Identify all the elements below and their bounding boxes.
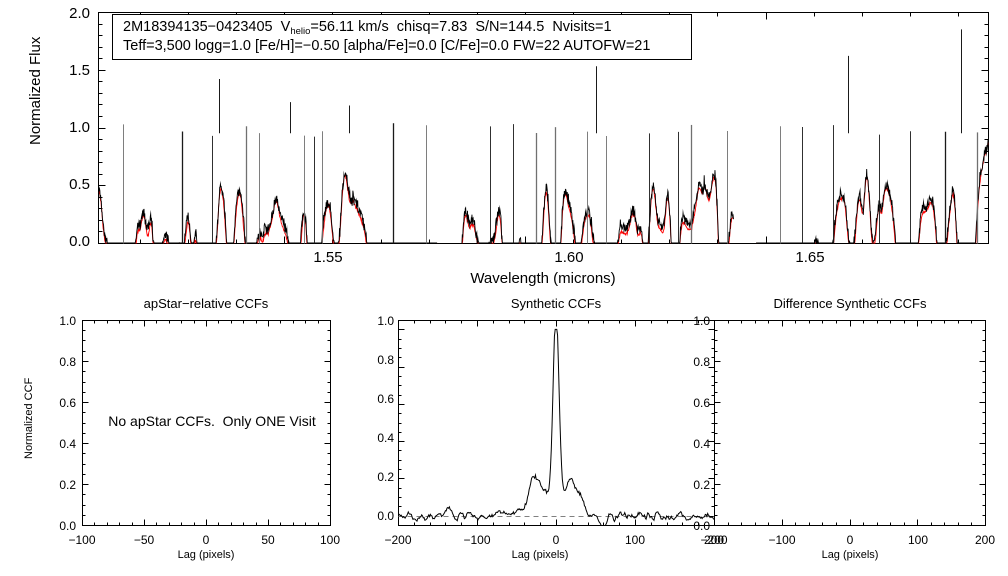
apstar-ccf-ytick-1_0: 1.0	[59, 314, 76, 328]
spectrum-xtick-1_55: 1.55	[313, 249, 343, 266]
synthetic-ccf-title: Synthetic CCFs	[510, 296, 602, 311]
synthetic-ccf-xlabel: Lag (pixels)	[511, 549, 569, 561]
apstar-ccf-empty-message: No apStar CCFs. Only ONE Visit	[108, 413, 316, 429]
spectrum-ytick-0_5: 0.5	[69, 176, 90, 193]
apstar-ccf-ytick-0_0: 0.0	[59, 519, 76, 533]
spectrum-ytick-1_5: 1.5	[69, 62, 90, 79]
difference-ccf-xlabel: Lag (pixels)	[821, 549, 879, 561]
difference-ccf-xtick-100: 100	[907, 533, 929, 547]
apstar-ccf-ytick-0_6: 0.6	[59, 396, 76, 410]
synthetic-ccf-xtick-n100: −100	[463, 533, 491, 547]
apstar-ccf-ytick-0_4: 0.4	[59, 437, 76, 451]
synthetic-ccf-ytick-0_6: 0.6	[377, 392, 394, 406]
apstar-ccf-xtick-100: 100	[319, 533, 341, 547]
synthetic-ccf-xtick-100: 100	[624, 533, 646, 547]
difference-ccf-ytick-0_8: 0.8	[693, 355, 710, 369]
difference-ccf-ytick-1_0: 1.0	[693, 314, 710, 328]
synthetic-ccf-xtick-200: 200	[703, 533, 725, 547]
synthetic-ccf-xtick-0: 0	[552, 533, 560, 547]
spectrum-ytick-2: 2.0	[69, 5, 90, 22]
spectrum-xtick-1_60: 1.60	[554, 249, 584, 266]
apstar-ccf-xtick-n100: −100	[68, 533, 96, 547]
spectrum-ytick-1: 1.0	[69, 119, 90, 136]
apstar-ccf-xtick-50: 50	[261, 533, 275, 547]
apstar-ccf-xlabel: Lag (pixels)	[177, 549, 235, 561]
difference-ccf-title: Difference Synthetic CCFs	[773, 296, 927, 311]
synthetic-ccf-ytick-0_2: 0.2	[377, 470, 394, 484]
apstar-ccf-xtick-0: 0	[202, 533, 210, 547]
synthetic-ccf-ytick-1_0: 1.0	[377, 314, 394, 328]
star-info-line-2: Teff=3,500 logg=1.0 [Fe/H]=−0.50 [alpha/…	[123, 37, 651, 54]
apstar-ccf-xtick-n50: −50	[133, 533, 155, 547]
spectrum-ylabel: Normalized Flux	[27, 36, 44, 145]
synthetic-ccf-ytick-0_0: 0.0	[377, 509, 394, 523]
apstar-ccf-ylabel: Normalized CCF	[23, 377, 35, 459]
star-info-box: 2M18394135−0423405 Vhelio=56.11 km/s chi…	[112, 14, 692, 61]
star-info-line1-prefix: 2M18394135−0423405 V	[123, 19, 291, 35]
apstar-ccf-ytick-0_2: 0.2	[59, 478, 76, 492]
spectrum-xlabel: Wavelength (microns)	[470, 270, 616, 287]
star-info-line-1: 2M18394135−0423405 Vhelio=56.11 km/s chi…	[123, 18, 683, 37]
star-info-line1-suffix: =56.11 km/s chisq=7.83 S/N=144.5 Nvisits…	[310, 19, 612, 35]
star-info-line1-sub: helio	[290, 26, 311, 37]
difference-ccf-xtick-0: 0	[846, 533, 854, 547]
synthetic-ccf-ytick-0_4: 0.4	[377, 431, 394, 445]
difference-ccf-xtick-200: 200	[974, 533, 996, 547]
difference-ccf-xtick-n200: −200	[700, 533, 728, 547]
apstar-ccf-title: apStar−relative CCFs	[143, 296, 269, 311]
apstar-ccf-ytick-0_8: 0.8	[59, 355, 76, 369]
spectrum-xtick-1_65: 1.65	[795, 249, 825, 266]
difference-ccf-ytick-0_6: 0.6	[693, 396, 710, 410]
difference-ccf-xtick-n100: −100	[768, 533, 796, 547]
difference-ccf-ytick-0_0: 0.0	[693, 519, 710, 533]
synthetic-ccf-xtick-n200: −200	[384, 533, 412, 547]
difference-ccf-ytick-0_2: 0.2	[693, 478, 710, 492]
spectrum-ytick-0: 0.0	[69, 233, 90, 250]
synthetic-ccf-ytick-0_8: 0.8	[377, 353, 394, 367]
difference-ccf-ytick-0_4: 0.4	[693, 437, 710, 451]
